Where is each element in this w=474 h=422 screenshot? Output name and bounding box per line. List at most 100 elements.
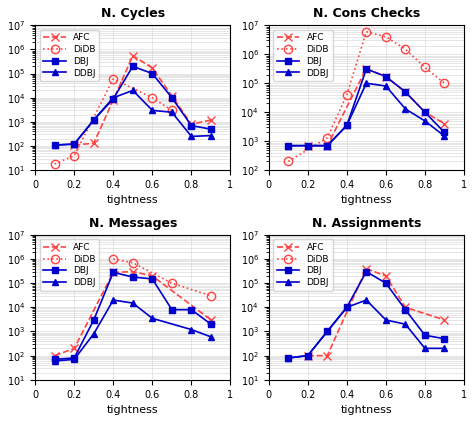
Line: AFC: AFC [51, 268, 215, 360]
DBJ [91, 117, 97, 122]
DBJ [364, 269, 369, 274]
DDBJ [208, 133, 214, 138]
DiDB [383, 34, 389, 39]
DBJ [422, 110, 428, 115]
DBJ [169, 307, 175, 312]
DBJ [130, 64, 136, 69]
DDBJ [324, 143, 330, 148]
DDBJ [324, 329, 330, 334]
AFC [442, 121, 447, 126]
Line: DBJ: DBJ [51, 269, 214, 363]
DBJ [72, 141, 77, 146]
DDBJ [91, 331, 97, 336]
DDBJ [52, 358, 57, 363]
DiDB [402, 46, 408, 51]
AFC [91, 141, 97, 146]
DBJ [324, 329, 330, 334]
DDBJ [169, 110, 175, 115]
DDBJ [402, 106, 408, 111]
Line: DiDB: DiDB [109, 255, 215, 300]
DBJ [149, 71, 155, 76]
DDBJ [344, 123, 350, 128]
Line: DBJ: DBJ [51, 63, 214, 149]
DDBJ [208, 334, 214, 339]
DiDB [208, 293, 214, 298]
DiDB [149, 95, 155, 100]
DDBJ [305, 353, 310, 358]
DBJ [402, 307, 408, 312]
DDBJ [364, 298, 369, 303]
DDBJ [149, 316, 155, 321]
DiDB [344, 92, 350, 97]
DBJ [52, 357, 57, 362]
DDBJ [383, 84, 389, 89]
DDBJ [52, 143, 57, 148]
DBJ [383, 281, 389, 286]
DiDB [169, 108, 175, 113]
DBJ [72, 355, 77, 360]
DBJ [208, 322, 214, 327]
AFC [402, 305, 408, 310]
AFC [324, 143, 330, 148]
DBJ [402, 89, 408, 95]
DBJ [364, 66, 369, 71]
DDBJ [72, 357, 77, 362]
Line: DDBJ: DDBJ [285, 297, 448, 361]
Title: N. Cons Checks: N. Cons Checks [313, 7, 420, 20]
AFC [72, 346, 77, 351]
AFC [364, 266, 369, 271]
DBJ [189, 123, 194, 128]
DBJ [110, 96, 116, 101]
DBJ [285, 143, 291, 148]
DiDB [285, 159, 291, 164]
Title: N. Cycles: N. Cycles [101, 7, 165, 20]
DDBJ [344, 305, 350, 310]
Line: DiDB: DiDB [51, 75, 176, 168]
DDBJ [402, 322, 408, 327]
AFC [72, 143, 77, 148]
DDBJ [130, 88, 136, 93]
Legend: AFC, DiDB, DBJ, DDBJ: AFC, DiDB, DBJ, DDBJ [273, 30, 333, 81]
DBJ [208, 127, 214, 132]
DDBJ [285, 355, 291, 360]
DBJ [285, 355, 291, 360]
Legend: AFC, DiDB, DBJ, DDBJ: AFC, DiDB, DBJ, DDBJ [273, 239, 333, 291]
AFC [149, 65, 155, 70]
DBJ [442, 336, 447, 341]
AFC [208, 317, 214, 322]
Line: DiDB: DiDB [284, 27, 448, 165]
Line: DBJ: DBJ [285, 268, 448, 361]
X-axis label: tightness: tightness [340, 195, 392, 206]
DBJ [149, 276, 155, 281]
DBJ [305, 353, 310, 358]
DDBJ [189, 327, 194, 332]
X-axis label: tightness: tightness [107, 405, 159, 415]
DDBJ [149, 108, 155, 113]
Line: DDBJ: DDBJ [285, 80, 448, 149]
DiDB [72, 153, 77, 158]
DBJ [52, 143, 57, 148]
AFC [324, 353, 330, 358]
Line: DBJ: DBJ [285, 65, 448, 149]
X-axis label: tightness: tightness [107, 195, 159, 206]
Legend: AFC, DiDB, DBJ, DDBJ: AFC, DiDB, DBJ, DDBJ [40, 30, 99, 81]
DBJ [169, 95, 175, 100]
DBJ [130, 274, 136, 279]
DDBJ [189, 134, 194, 139]
AFC [383, 273, 389, 279]
AFC [110, 270, 116, 275]
DDBJ [130, 300, 136, 306]
AFC [130, 269, 136, 274]
DBJ [422, 333, 428, 338]
DBJ [189, 307, 194, 312]
DiDB [110, 76, 116, 81]
DDBJ [364, 81, 369, 86]
DDBJ [72, 141, 77, 146]
AFC [130, 53, 136, 58]
Legend: AFC, DiDB, DBJ, DDBJ: AFC, DiDB, DBJ, DDBJ [40, 239, 99, 291]
AFC [305, 143, 310, 148]
DiDB [52, 162, 57, 167]
AFC [364, 66, 369, 71]
AFC [189, 122, 194, 127]
DiDB [442, 81, 447, 86]
